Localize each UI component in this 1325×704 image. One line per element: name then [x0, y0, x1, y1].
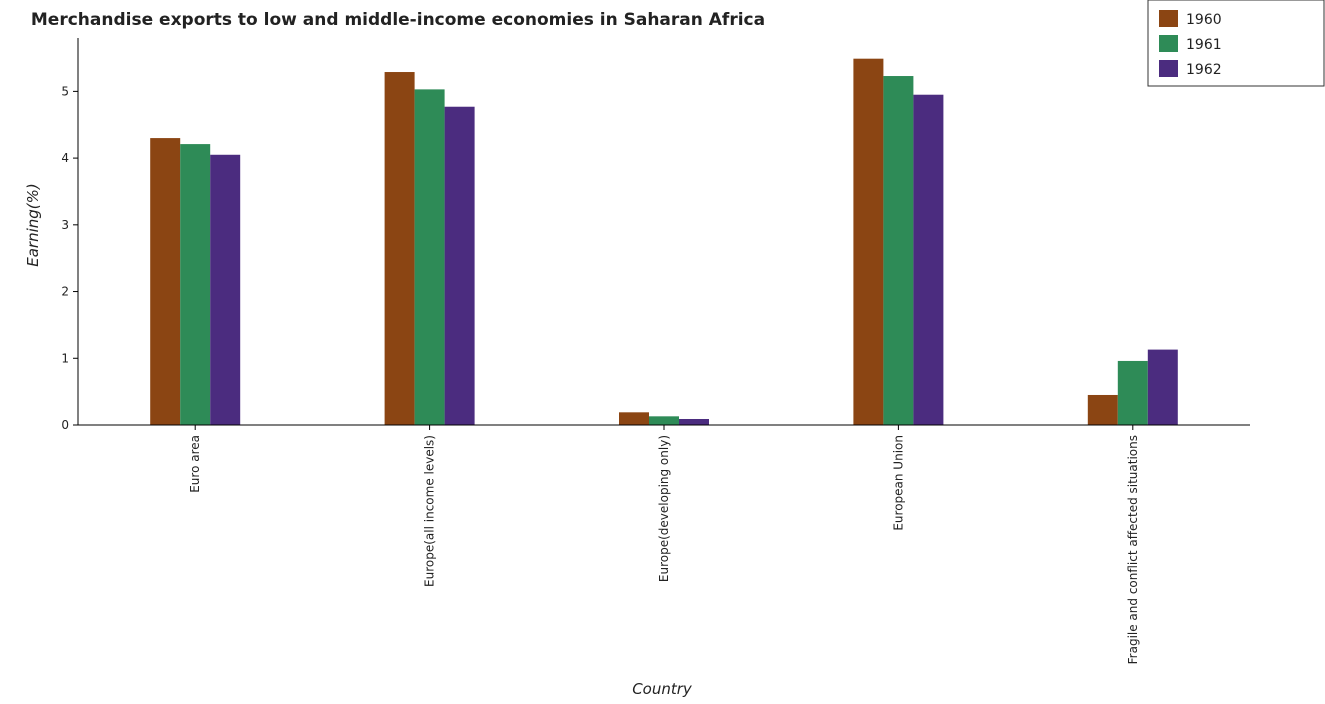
bars-group	[150, 58, 1178, 426]
bar-1960-3	[853, 58, 884, 426]
legend-label-1961: 1961	[1186, 37, 1222, 53]
bar-1961-4	[1117, 360, 1148, 425]
y-tick-label: 3	[61, 218, 69, 232]
bar-1960-0	[150, 138, 181, 425]
x-axis: Euro area Europe(all income levels) Europe…	[78, 424, 1250, 664]
bar-1960-2	[619, 412, 649, 425]
x-tick-label: Europe(all income levels)	[423, 435, 437, 587]
y-tick-label: 1	[61, 351, 69, 365]
bar-1961-2	[649, 416, 679, 425]
y-tick-label: 4	[61, 151, 69, 165]
bar-1961-0	[180, 144, 211, 426]
legend-swatch-1960	[1159, 10, 1178, 27]
x-tick-label: Euro area	[188, 435, 202, 493]
bar-1962-2	[679, 418, 709, 425]
bar-1962-3	[913, 94, 944, 425]
legend-label-1960: 1960	[1186, 12, 1222, 28]
bar-1960-1	[384, 72, 415, 426]
y-tick-label: 5	[61, 84, 69, 98]
x-axis-label: Country	[632, 680, 693, 698]
legend-swatch-1962	[1159, 60, 1178, 77]
bar-1962-4	[1147, 349, 1178, 425]
x-tick-label: Fragile and conflict affected situations	[1126, 435, 1140, 664]
y-axis-label: Earning(%)	[24, 183, 42, 267]
bar-1961-1	[414, 89, 445, 425]
y-tick-label: 2	[61, 285, 69, 299]
bar-1962-0	[210, 154, 241, 425]
y-tick-label: 0	[61, 418, 69, 432]
x-tick-label: Europe(developing only)	[657, 435, 671, 582]
x-tick-label: European Union	[891, 435, 905, 531]
legend: 1960 1961 1962	[1147, 0, 1325, 87]
bar-1960-4	[1087, 394, 1118, 425]
y-axis: 0 1 2 3 4 5	[61, 38, 79, 432]
legend-swatch-1961	[1159, 35, 1178, 52]
bar-1962-1	[444, 106, 475, 425]
legend-label-1962: 1962	[1186, 62, 1222, 78]
bar-1961-3	[883, 76, 914, 425]
chart-title: Merchandise exports to low and middle-in…	[31, 10, 765, 30]
